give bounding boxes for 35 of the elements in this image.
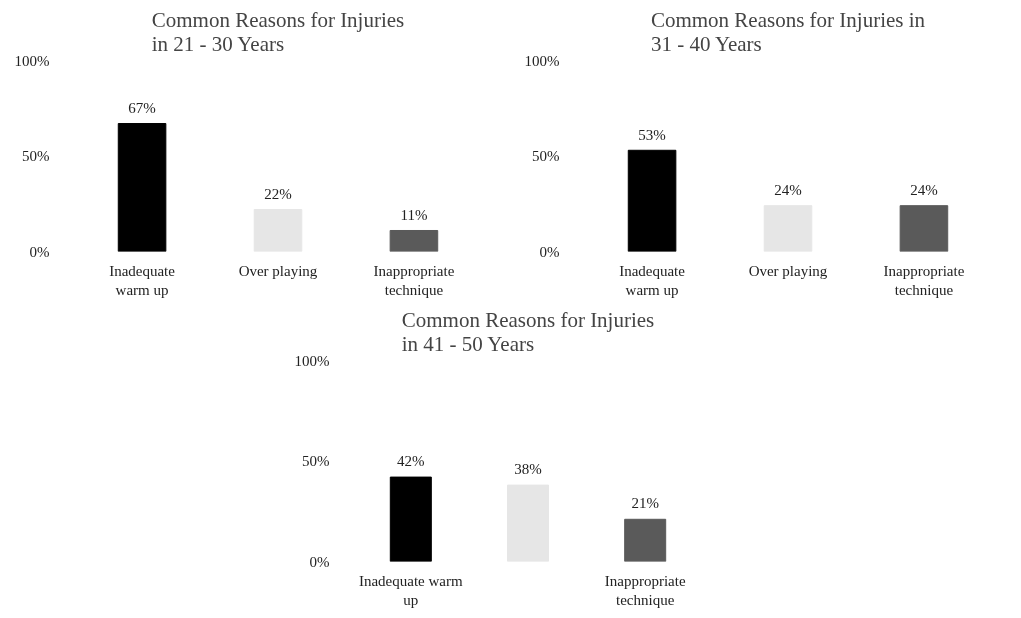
- y-tick-label: 50%: [302, 453, 330, 469]
- y-tick-label: 0%: [309, 553, 330, 570]
- data-label: 24%: [774, 182, 802, 199]
- x-tick-label: Inappropriate technique: [883, 262, 965, 298]
- x-tick-label: Inappropriate technique: [604, 572, 686, 608]
- data-label: 53%: [638, 126, 666, 143]
- chart-title: Common Reasons for Injuries in 21 - 30 Years: [151, 7, 405, 56]
- bar: [624, 518, 667, 562]
- data-label: 24%: [910, 182, 938, 199]
- x-tick-label: Inadequate warm up: [619, 262, 686, 298]
- y-tick-label: 100%: [294, 352, 330, 369]
- data-label: 67%: [128, 99, 156, 116]
- bar: [253, 208, 303, 252]
- data-label: 22%: [264, 185, 292, 202]
- y-tick-label: 0%: [29, 243, 50, 260]
- x-tick-label: Inadequate warm up: [109, 262, 176, 298]
- data-label: 21%: [631, 495, 659, 512]
- bar: [389, 229, 439, 252]
- bar: [389, 476, 432, 562]
- x-tick-label: Inappropriate technique: [373, 262, 455, 298]
- y-tick-label: 50%: [532, 148, 560, 164]
- y-tick-label: 50%: [22, 148, 50, 164]
- x-tick-label: Over playing: [238, 262, 318, 279]
- x-tick-label: Over playing: [748, 262, 828, 279]
- data-label: 42%: [397, 453, 425, 470]
- bar: [506, 484, 550, 562]
- data-label: 38%: [514, 461, 542, 478]
- chart-title: Common Reasons for Injuries in 31 - 40 Years: [650, 7, 926, 56]
- x-tick-label: Inadequate warm up: [358, 572, 463, 608]
- bar: [117, 123, 167, 252]
- y-tick-label: 100%: [14, 52, 50, 69]
- y-tick-label: 0%: [539, 243, 560, 260]
- chart-title: Common Reasons for Injuries in 41 - 50 Years: [401, 307, 655, 356]
- data-label: 11%: [400, 206, 428, 223]
- y-tick-label: 100%: [524, 52, 560, 69]
